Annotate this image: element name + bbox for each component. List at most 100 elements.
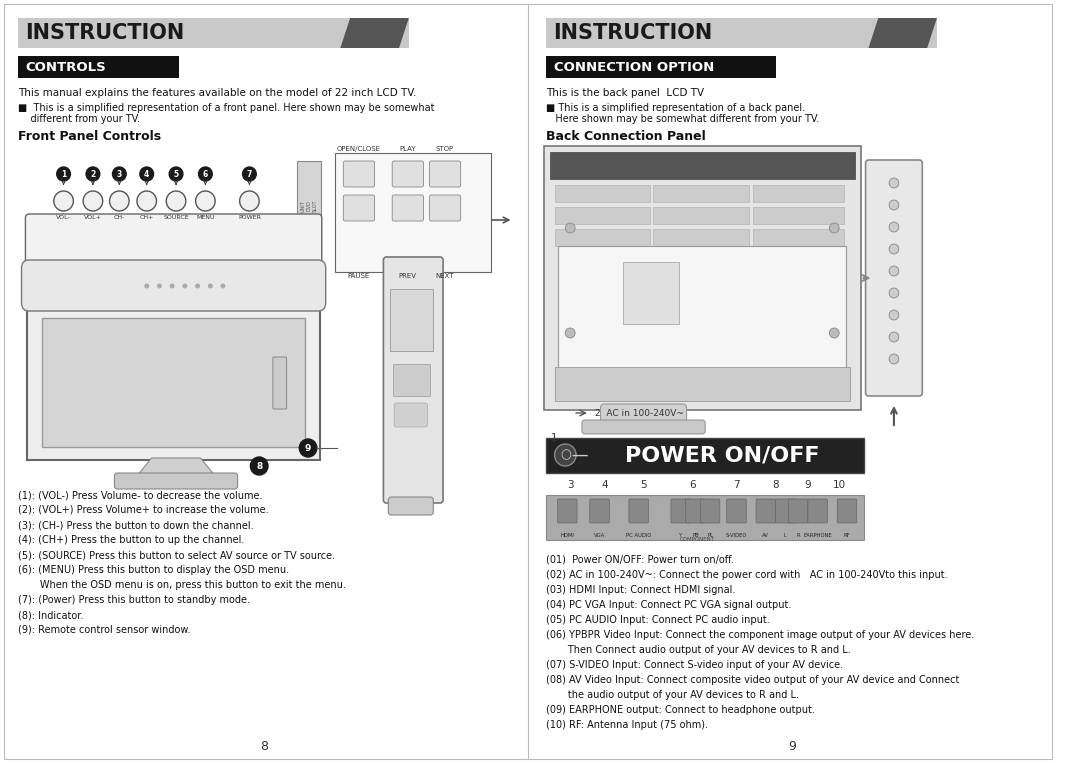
Text: (7): (Power) Press this button to standby mode.: (7): (Power) Press this button to standb… xyxy=(17,595,249,605)
Circle shape xyxy=(199,167,213,181)
Text: INSTRUCTION: INSTRUCTION xyxy=(26,23,185,43)
Text: (1): (VOL-) Press Volume- to decrease the volume.: (1): (VOL-) Press Volume- to decrease th… xyxy=(17,490,262,500)
Text: CONNECTION OPTION: CONNECTION OPTION xyxy=(554,60,714,73)
Text: 4: 4 xyxy=(144,169,149,179)
Text: different from your TV.: different from your TV. xyxy=(17,114,139,124)
Text: VOL+: VOL+ xyxy=(84,215,102,220)
FancyBboxPatch shape xyxy=(544,146,861,410)
Circle shape xyxy=(889,266,899,276)
Text: PL: PL xyxy=(707,533,713,538)
Circle shape xyxy=(157,284,162,288)
FancyBboxPatch shape xyxy=(653,185,750,202)
Text: (06) YPBPR Video Input: Connect the component image output of your AV devices he: (06) YPBPR Video Input: Connect the comp… xyxy=(545,630,974,640)
Text: (01)  Power ON/OFF: Power turn on/off.: (01) Power ON/OFF: Power turn on/off. xyxy=(545,555,733,565)
Circle shape xyxy=(554,444,576,466)
FancyBboxPatch shape xyxy=(653,207,750,224)
Text: 6: 6 xyxy=(203,169,208,179)
Text: 8: 8 xyxy=(772,480,779,490)
Text: (07) S-VIDEO Input: Connect S-video input of your AV device.: (07) S-VIDEO Input: Connect S-video inpu… xyxy=(545,660,842,670)
FancyBboxPatch shape xyxy=(753,207,845,224)
Text: —: — xyxy=(571,446,589,464)
FancyBboxPatch shape xyxy=(623,262,678,324)
FancyBboxPatch shape xyxy=(114,473,238,489)
Text: 10: 10 xyxy=(833,480,846,490)
Text: 2  AC in 100-240V~: 2 AC in 100-240V~ xyxy=(595,408,684,417)
FancyBboxPatch shape xyxy=(389,497,433,515)
FancyBboxPatch shape xyxy=(545,56,775,78)
Text: POWER ON/OFF: POWER ON/OFF xyxy=(624,445,819,465)
Text: (5): (SOURCE) Press this button to select AV source or TV source.: (5): (SOURCE) Press this button to selec… xyxy=(17,550,335,560)
Circle shape xyxy=(86,167,99,181)
Circle shape xyxy=(83,191,103,211)
FancyBboxPatch shape xyxy=(554,229,650,246)
Text: 9: 9 xyxy=(305,443,311,452)
Circle shape xyxy=(829,328,839,338)
FancyBboxPatch shape xyxy=(297,161,321,251)
Circle shape xyxy=(207,284,213,288)
Text: PLAY: PLAY xyxy=(400,146,416,152)
FancyBboxPatch shape xyxy=(753,229,845,246)
Text: 5: 5 xyxy=(640,480,647,490)
Text: 6: 6 xyxy=(689,480,696,490)
FancyBboxPatch shape xyxy=(775,499,795,523)
Text: 7: 7 xyxy=(733,480,740,490)
Text: This manual explains the features available on the model of 22 inch LCD TV.: This manual explains the features availa… xyxy=(17,88,416,98)
Text: 1: 1 xyxy=(60,169,66,179)
Circle shape xyxy=(54,191,73,211)
Text: 7: 7 xyxy=(246,169,252,179)
Text: Back Connection Panel: Back Connection Panel xyxy=(545,130,705,143)
Text: PB: PB xyxy=(692,533,699,538)
Circle shape xyxy=(57,167,70,181)
Text: PC AUDIO: PC AUDIO xyxy=(626,533,651,538)
Text: This is the back panel  LCD TV: This is the back panel LCD TV xyxy=(545,88,704,98)
FancyBboxPatch shape xyxy=(554,367,850,401)
Circle shape xyxy=(183,284,187,288)
Text: (05) PC AUDIO Input: Connect PC audio input.: (05) PC AUDIO Input: Connect PC audio in… xyxy=(545,615,770,625)
Circle shape xyxy=(299,439,316,457)
Text: Front Panel Controls: Front Panel Controls xyxy=(17,130,161,143)
Text: 9: 9 xyxy=(788,740,796,753)
Text: ○: ○ xyxy=(559,449,570,462)
Text: (3): (CH-) Press the button to down the channel.: (3): (CH-) Press the button to down the … xyxy=(17,520,253,530)
Text: SOURCE: SOURCE xyxy=(163,215,189,220)
Text: L: L xyxy=(784,533,787,538)
Text: 8: 8 xyxy=(260,740,268,753)
Circle shape xyxy=(889,244,899,254)
Text: HDMI: HDMI xyxy=(561,533,575,538)
Text: VGA: VGA xyxy=(594,533,605,538)
Text: 8: 8 xyxy=(256,462,262,471)
Text: R: R xyxy=(796,533,800,538)
FancyBboxPatch shape xyxy=(22,260,326,311)
Text: (08) AV Video Input: Connect composite video output of your AV device and Connec: (08) AV Video Input: Connect composite v… xyxy=(545,675,959,685)
Circle shape xyxy=(240,191,259,211)
FancyBboxPatch shape xyxy=(558,246,846,370)
FancyBboxPatch shape xyxy=(545,495,864,540)
Circle shape xyxy=(166,191,186,211)
Circle shape xyxy=(145,284,149,288)
Text: When the OSD menu is on, press this button to exit the menu.: When the OSD menu is on, press this butt… xyxy=(17,580,346,590)
FancyBboxPatch shape xyxy=(808,499,827,523)
Text: ■  This is a simplified representation of a front panel. Here shown may be somew: ■ This is a simplified representation of… xyxy=(17,103,434,113)
Text: (09) EARPHONE output: Connect to headphone output.: (09) EARPHONE output: Connect to headpho… xyxy=(545,705,814,715)
Text: UNIT
DVD
SLOT: UNIT DVD SLOT xyxy=(300,200,318,212)
Text: COMPONENT: COMPONENT xyxy=(679,537,715,542)
Circle shape xyxy=(889,354,899,364)
Circle shape xyxy=(565,328,575,338)
FancyBboxPatch shape xyxy=(545,438,864,473)
FancyBboxPatch shape xyxy=(17,18,409,48)
Text: RF: RF xyxy=(843,533,850,538)
Circle shape xyxy=(137,191,157,211)
FancyBboxPatch shape xyxy=(756,499,775,523)
Circle shape xyxy=(112,167,126,181)
Text: (03) HDMI Input: Connect HDMI signal.: (03) HDMI Input: Connect HDMI signal. xyxy=(545,585,735,595)
Text: CH+: CH+ xyxy=(139,215,153,220)
Text: S-VIDEO: S-VIDEO xyxy=(726,533,747,538)
Text: the audio output of your AV devices to R and L.: the audio output of your AV devices to R… xyxy=(545,690,799,700)
FancyBboxPatch shape xyxy=(392,161,423,187)
Text: CH-: CH- xyxy=(113,215,125,220)
Circle shape xyxy=(243,167,256,181)
FancyBboxPatch shape xyxy=(554,185,650,202)
Text: 5: 5 xyxy=(174,169,178,179)
Text: 3: 3 xyxy=(567,480,573,490)
Circle shape xyxy=(140,167,153,181)
